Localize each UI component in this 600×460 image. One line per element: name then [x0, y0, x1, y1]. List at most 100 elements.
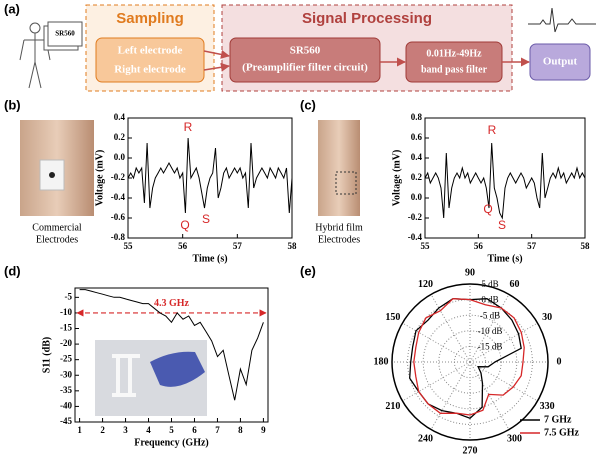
radial-label: 0 dB — [481, 295, 498, 305]
angle-grid — [469, 361, 538, 402]
x-tick-label: 57 — [527, 241, 537, 251]
panel-label: (b) — [4, 97, 21, 112]
amplifier-label: SR560 — [290, 45, 321, 57]
y-tick-label: -30 — [60, 369, 72, 379]
angle-label: 60 — [510, 279, 520, 290]
x-axis-title: Frequency (GHz) — [134, 437, 209, 448]
filter-label: band pass filter — [421, 64, 488, 75]
legend-label: 7.5 GHz — [544, 427, 580, 438]
y-tick-label: 0.2 — [114, 132, 126, 142]
annotation: Q — [483, 202, 492, 216]
angle-label: 180 — [374, 356, 389, 367]
angle-grid — [430, 294, 471, 363]
x-tick-label: 6 — [192, 425, 197, 435]
y-tick-label: -0.6 — [111, 212, 126, 222]
angle-grid — [469, 294, 510, 363]
x-tick-label: 8 — [238, 425, 243, 435]
photo-caption: Hybrid film — [315, 222, 363, 233]
radial-grid — [453, 345, 487, 379]
y-axis-title: Voltage (mV) — [94, 150, 105, 207]
y-tick-label: -15 — [60, 323, 72, 333]
ecg-icon — [528, 7, 596, 33]
pattern-line — [409, 298, 522, 419]
annotation: R — [184, 120, 193, 134]
y-tick-label: -0.2 — [408, 212, 423, 222]
y-tick-label: 0.0 — [114, 152, 126, 162]
amplifier-box — [229, 37, 381, 83]
reference-label: 4.3 GHz — [154, 298, 190, 309]
photo-caption: Electrodes — [36, 234, 78, 245]
y-tick-label: 0.0 — [411, 192, 423, 202]
photo-electrode — [49, 172, 55, 178]
photo-caption: Commercial — [32, 222, 82, 233]
angle-grid — [430, 361, 471, 430]
x-tick-label: 2 — [100, 425, 105, 435]
radial-grid — [391, 283, 549, 441]
input-box — [95, 37, 205, 83]
radial-grid — [438, 330, 502, 394]
y-tick-label: -5 — [65, 291, 73, 301]
photo-caption: Electrodes — [318, 234, 360, 245]
pattern-line — [413, 298, 525, 416]
y-tick-label: 0.4 — [411, 152, 423, 162]
panel-label: (e) — [300, 263, 316, 278]
angle-label: 0 — [557, 356, 562, 367]
flow-arrows — [203, 49, 530, 72]
input-label: Left electrode — [118, 45, 183, 57]
annotation: Q — [180, 218, 189, 232]
x-tick-label: 4 — [146, 425, 151, 435]
angle-grid — [469, 361, 510, 430]
x-tick-label: 5 — [169, 425, 174, 435]
photo-electrode — [335, 171, 357, 195]
angle-label: 330 — [540, 401, 555, 412]
legend-label: 7 GHz — [544, 414, 572, 425]
annotation: S — [202, 212, 210, 226]
x-tick-label: 56 — [474, 241, 484, 251]
inset-antenna — [112, 354, 140, 397]
x-tick-label: 56 — [178, 241, 188, 251]
y-axis-title: S11 (dB) — [41, 337, 52, 373]
photo — [318, 120, 360, 216]
angle-label: 270 — [463, 445, 478, 456]
inset-glove — [150, 351, 205, 387]
y-tick-label: 0.6 — [411, 132, 423, 142]
panel-label: (a) — [4, 1, 20, 16]
angle-label: 120 — [418, 279, 433, 290]
angle-label: 300 — [507, 433, 522, 444]
radial-grid — [422, 314, 518, 410]
processing-title: Signal Processing — [302, 10, 432, 27]
y-tick-label: 0.2 — [411, 172, 423, 182]
filter-label: 0.01Hz-49Hz — [426, 48, 482, 59]
x-tick-label: 55 — [421, 241, 431, 251]
angle-label: 210 — [385, 401, 400, 412]
x-tick-label: 55 — [124, 241, 134, 251]
angle-grid — [402, 322, 471, 363]
y-tick-label: -45 — [60, 416, 72, 426]
annotation: R — [488, 123, 497, 137]
angle-label: 30 — [542, 312, 552, 323]
output-box — [529, 43, 591, 81]
x-axis-title: Time (s) — [487, 253, 522, 264]
x-tick-label: 1 — [77, 425, 82, 435]
y-tick-label: 0.4 — [114, 112, 126, 122]
y-tick-label: 0.8 — [411, 112, 423, 122]
radial-label: 5 dB — [481, 279, 498, 289]
sampling-title: Sampling — [116, 10, 184, 27]
angle-label: 90 — [465, 267, 475, 278]
y-tick-label: -40 — [60, 400, 72, 410]
x-tick-label: 9 — [261, 425, 266, 435]
x-axis-title: Time (s) — [192, 253, 227, 264]
x-tick-label: 3 — [123, 425, 128, 435]
y-tick-label: -10 — [60, 307, 72, 317]
angle-grid — [402, 361, 471, 402]
angle-grid — [469, 322, 538, 363]
panel-label: (d) — [4, 263, 21, 278]
y-tick-label: -0.2 — [111, 172, 126, 182]
radial-label: -10 dB — [478, 326, 503, 336]
annotation: S — [498, 218, 506, 232]
device-label: SR560 — [55, 30, 75, 38]
radial-label: -5 dB — [480, 310, 500, 320]
signal-line — [127, 137, 293, 214]
